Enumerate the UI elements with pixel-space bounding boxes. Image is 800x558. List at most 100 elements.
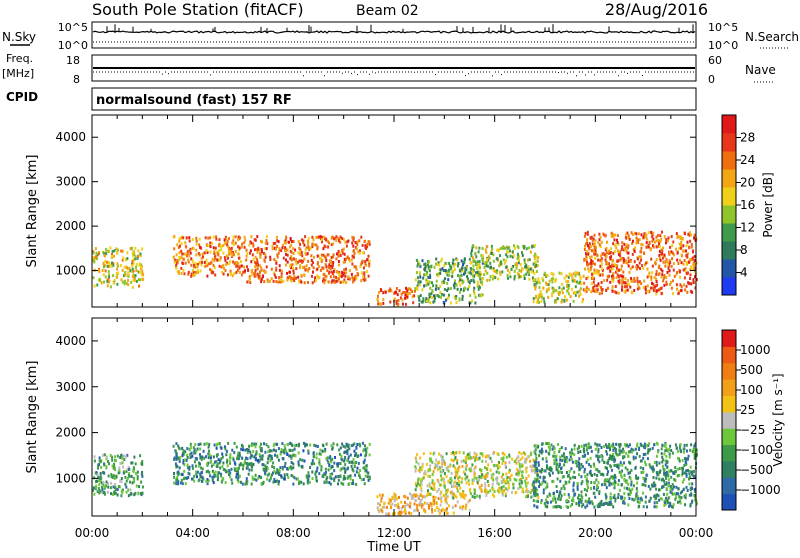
data-cell	[685, 461, 687, 464]
colorbar-tick-label: 8	[740, 243, 748, 257]
data-cell	[494, 276, 496, 279]
data-cell	[594, 263, 596, 266]
data-cell	[443, 494, 445, 497]
data-cell	[335, 257, 337, 260]
data-cell	[649, 488, 651, 491]
data-cell	[674, 498, 676, 501]
data-cell	[216, 447, 218, 450]
data-cell	[448, 274, 450, 277]
data-cell	[256, 258, 258, 261]
data-cell	[366, 243, 368, 246]
data-cell	[173, 445, 175, 448]
colorbar-tick-label: 28	[740, 131, 755, 145]
data-cell	[273, 449, 275, 452]
data-cell	[509, 249, 511, 252]
data-cell	[366, 270, 368, 273]
data-cell	[452, 451, 454, 454]
data-cell	[528, 271, 530, 274]
data-cell	[544, 502, 546, 505]
data-cell	[235, 242, 237, 245]
data-cell	[380, 509, 382, 512]
data-cell	[186, 236, 188, 239]
data-cell	[411, 494, 413, 497]
data-cell	[625, 237, 627, 240]
data-cell	[691, 500, 693, 503]
data-cell	[609, 497, 611, 500]
data-cell	[340, 254, 342, 257]
data-cell	[264, 253, 266, 256]
data-cell	[251, 483, 253, 486]
data-cell	[597, 288, 599, 291]
data-cell	[647, 290, 649, 293]
data-cell	[442, 508, 444, 511]
data-cell	[595, 478, 597, 481]
data-cell	[662, 465, 664, 468]
data-cell	[124, 483, 126, 486]
data-cell	[631, 231, 633, 234]
data-cell	[429, 464, 431, 467]
data-cell	[275, 248, 277, 251]
data-cell	[669, 283, 671, 286]
data-cell	[505, 247, 507, 250]
data-cell	[175, 442, 177, 445]
data-cell	[265, 256, 267, 259]
data-cell	[430, 265, 432, 268]
data-cell	[98, 463, 100, 466]
data-cell	[599, 470, 601, 473]
data-cell	[680, 244, 682, 247]
data-cell	[597, 282, 599, 285]
data-cell	[307, 243, 309, 246]
data-cell	[456, 301, 458, 304]
data-cell	[182, 262, 184, 265]
data-cell	[254, 265, 256, 268]
data-cell	[543, 491, 545, 494]
data-cell	[499, 271, 501, 274]
data-cell	[595, 448, 597, 451]
data-cell	[210, 262, 212, 265]
data-cell	[479, 457, 481, 460]
data-cell	[262, 482, 264, 485]
data-cell	[202, 253, 204, 256]
data-cell	[193, 475, 195, 478]
data-cell	[614, 238, 616, 241]
data-cell	[656, 455, 658, 458]
data-cell	[196, 243, 198, 246]
data-cell	[686, 450, 688, 453]
data-cell	[647, 276, 649, 279]
data-cell	[333, 253, 335, 256]
data-cell	[181, 479, 183, 482]
data-cell	[323, 273, 325, 276]
data-cell	[299, 253, 301, 256]
data-cell	[251, 269, 253, 272]
data-cell	[690, 466, 692, 469]
data-cell	[103, 462, 105, 465]
data-cell	[211, 271, 213, 274]
data-cell	[220, 248, 222, 251]
data-cell	[661, 452, 663, 455]
data-cell	[577, 488, 579, 491]
data-cell	[351, 465, 353, 468]
data-cell	[639, 501, 641, 504]
data-cell	[470, 262, 472, 265]
data-cell	[101, 488, 103, 491]
data-cell	[593, 253, 595, 256]
data-cell	[580, 494, 582, 497]
data-cell	[584, 455, 586, 458]
data-cell	[405, 287, 407, 290]
data-cell	[594, 284, 596, 287]
data-cell	[660, 240, 662, 243]
data-cell	[590, 465, 592, 468]
data-cell	[684, 232, 686, 235]
data-cell	[261, 250, 263, 253]
data-cell	[571, 448, 573, 451]
data-cell	[572, 476, 574, 479]
data-cell	[364, 482, 366, 485]
data-cell	[609, 484, 611, 487]
data-cell	[677, 468, 679, 471]
data-cell	[328, 271, 330, 274]
data-cell	[501, 486, 503, 489]
data-cell	[635, 456, 637, 459]
data-cell	[234, 463, 236, 466]
data-cell	[124, 282, 126, 285]
data-cell	[423, 508, 425, 511]
